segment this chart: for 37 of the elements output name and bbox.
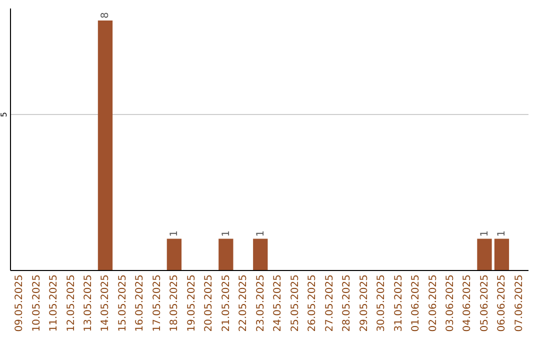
x-tick-label: 15.05.2025 [117,274,128,332]
x-tick-label: 26.05.2025 [307,274,318,332]
data-label: 1 [479,230,490,237]
x-tick-label: 27.05.2025 [324,274,336,332]
data-label: 1 [496,230,508,237]
data-label: 1 [169,230,180,237]
y-tick-label: 5 [0,112,8,118]
x-tick-label: 25.05.2025 [290,274,301,332]
x-tick-label: 23.05.2025 [255,274,266,332]
x-tick-label: 30.05.2025 [376,274,388,332]
x-tick-label: 02.06.2025 [428,274,439,332]
x-tick-label: 28.05.2025 [342,274,353,332]
x-tick-label: 01.06.2025 [410,274,422,332]
x-tick-label: 03.06.2025 [445,274,456,332]
x-tick-label: 20.05.2025 [204,274,215,332]
x-tick-label: 19.05.2025 [186,274,198,332]
data-label: 1 [255,230,266,237]
x-tick-label: 18.05.2025 [169,274,180,332]
x-tick-label: 13.05.2025 [83,274,94,332]
x-tick-label: 22.05.2025 [238,274,250,332]
x-tick-label: 29.05.2025 [358,274,370,332]
x-tick-label: 05.06.2025 [479,274,490,332]
x-tick-label: 17.05.2025 [152,274,163,332]
x-tick-label: 24.05.2025 [272,274,284,332]
x-tick-label: 14.05.2025 [100,274,112,332]
x-tick-label: 04.06.2025 [462,274,474,332]
x-tick-label: 31.05.2025 [393,274,404,332]
x-tick-label: 21.05.2025 [220,274,232,332]
x-tick-label: 07.06.2025 [514,274,525,332]
x-tick-label: 16.05.2025 [134,274,146,332]
x-tick-label: 11.05.2025 [48,274,60,332]
data-label: 8 [100,12,112,18]
data-label: 1 [220,230,232,237]
x-tick-label: 10.05.2025 [31,274,42,332]
x-tick-label: 06.06.2025 [496,274,508,332]
x-tick-label: 09.05.2025 [14,274,26,332]
x-tick-label: 12.05.2025 [66,274,77,332]
